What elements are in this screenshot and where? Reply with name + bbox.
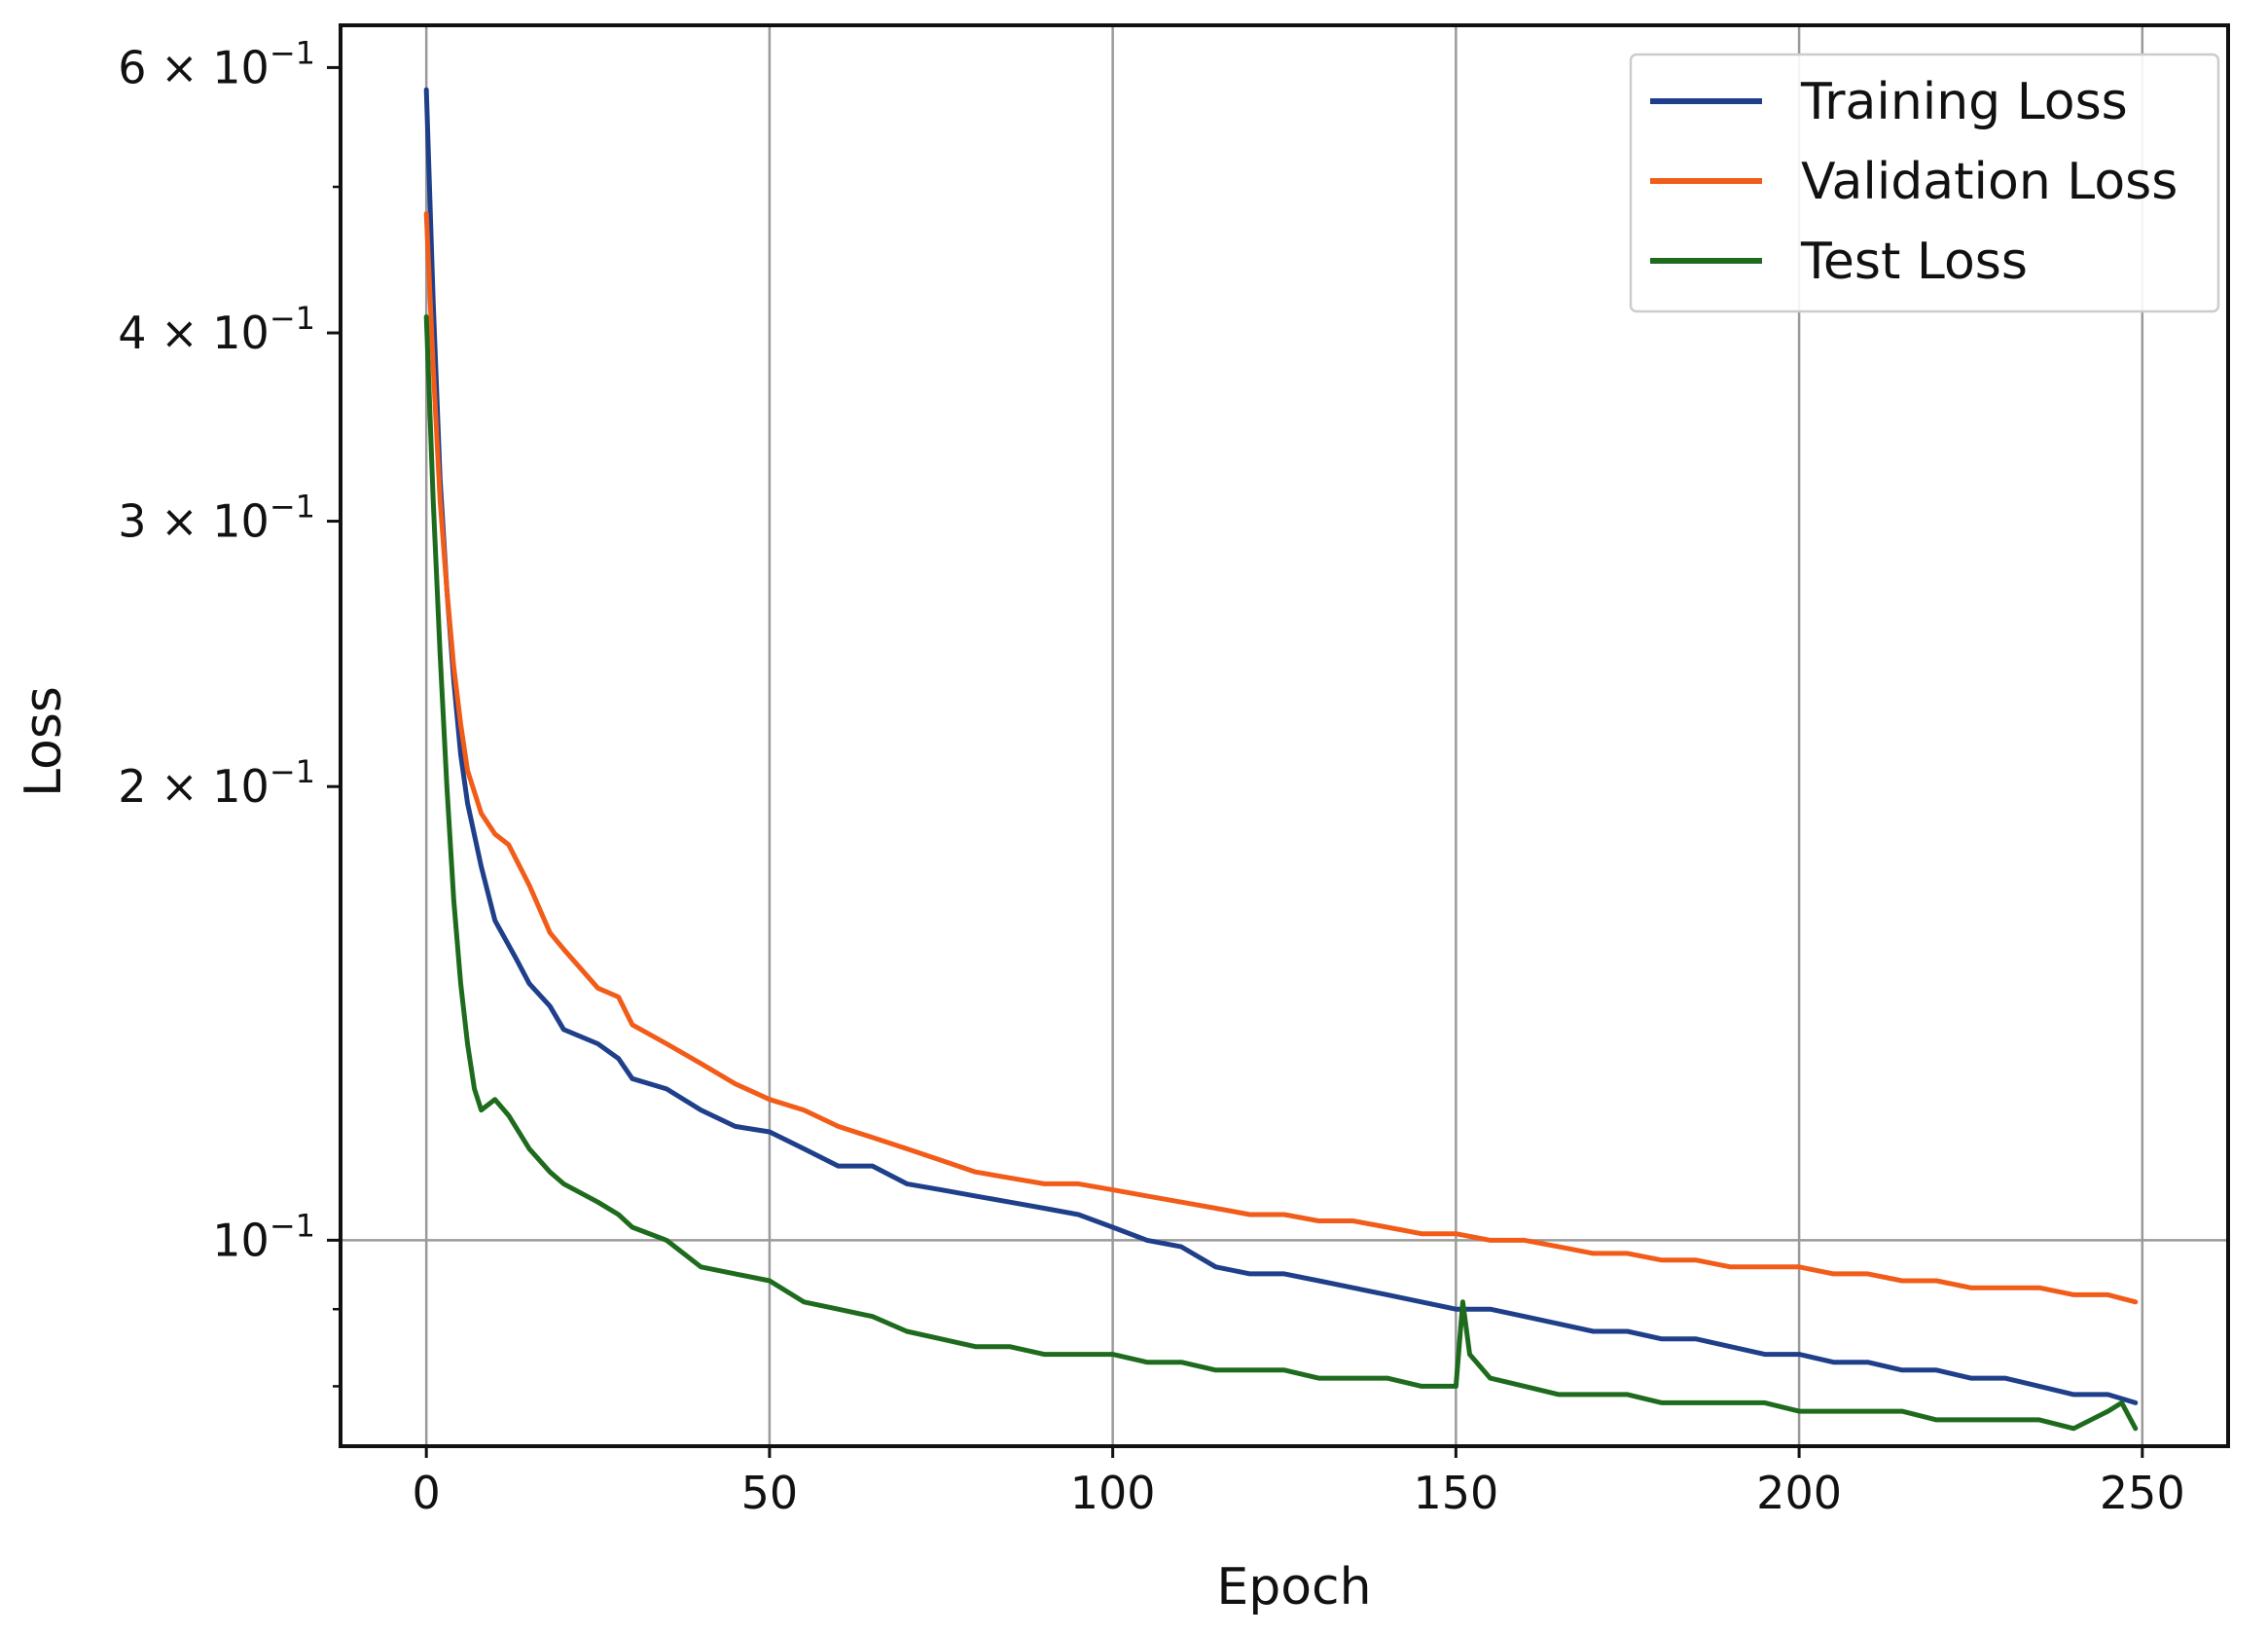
legend-box [1629,53,2220,313]
plot-frame [339,23,2230,1448]
y-tick-label-0.3: 3 × 10−1 [118,489,315,548]
x-axis-label: Epoch [1216,1558,1371,1617]
x-tick-label-100: 100 [1070,1467,1156,1519]
y-axis-label: Loss [15,686,73,797]
x-tick-label-150: 150 [1413,1467,1498,1519]
legend-label-test-loss: Test Loss [1800,233,2028,291]
y-tick-label-0.6: 6 × 10−1 [118,34,315,93]
x-tick-label-0: 0 [413,1467,441,1519]
y-tick-label-0.2: 2 × 10−1 [118,753,315,813]
legend: Training Loss Validation Loss Test Loss [1629,53,2220,313]
legend-label-training-loss: Training Loss [1800,73,2128,131]
x-tick-label-50: 50 [741,1467,799,1519]
y-tick-label-0.1: 10−1 [212,1207,315,1266]
x-tick-label-200: 200 [1756,1467,1842,1519]
series-line-validation-loss [423,211,2139,1305]
legend-label-validation-loss: Validation Loss [1801,153,2178,211]
y-tick-label-0.4: 4 × 10−1 [118,300,315,359]
tick-layer: 0 50 100 150 200 250 6 × 10−1 4 × 10−1 3 × 10−1 2… [118,34,2184,1519]
series-line-training-loss [423,87,2139,1405]
series-layer [423,87,2139,1432]
x-tick-label-250: 250 [2100,1467,2185,1519]
series-line-test-loss [423,314,2139,1432]
